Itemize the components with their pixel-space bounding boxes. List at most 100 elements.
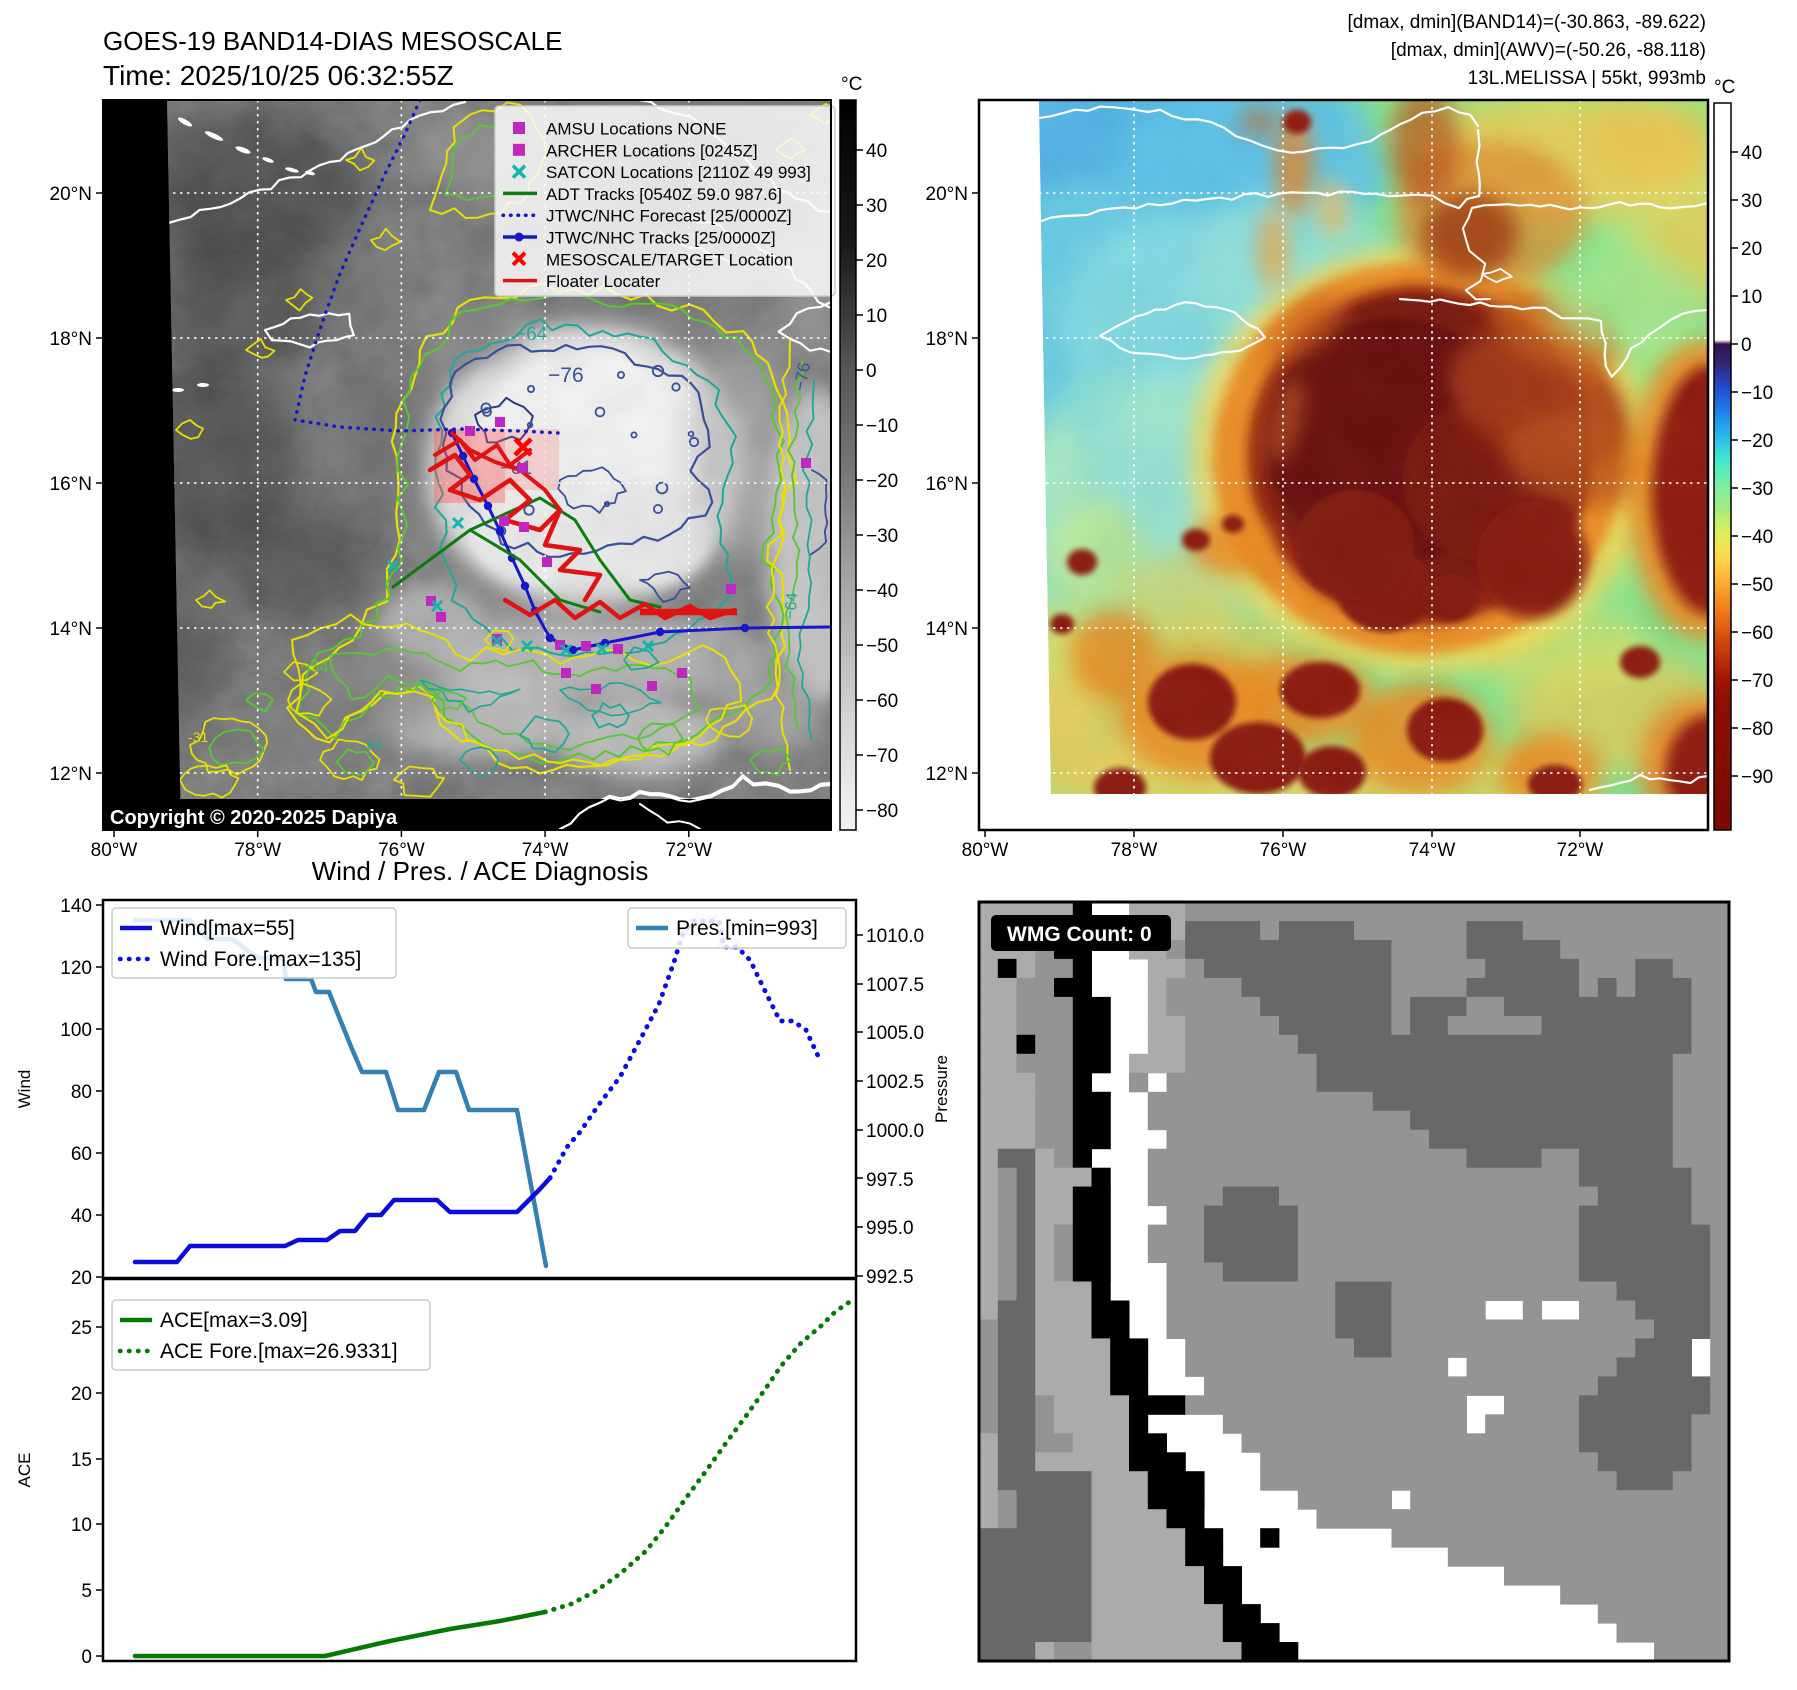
svg-text:Wind[max=55]: Wind[max=55] [160,917,295,940]
svg-text:14°N: 14°N [50,619,92,640]
svg-text:20: 20 [866,251,887,272]
svg-text:−20: −20 [866,471,898,492]
svg-text:-31: -31 [188,729,208,745]
svg-text:12°N: 12°N [50,764,92,785]
svg-text:°C: °C [1714,77,1735,98]
svg-text:13L.MELISSA | 55kt, 993mb: 13L.MELISSA | 55kt, 993mb [1468,68,1706,89]
svg-text:ACE: ACE [15,1453,34,1488]
svg-text:80: 80 [71,1082,92,1103]
svg-text:[dmax, dmin](BAND14)=(-30.863,: [dmax, dmin](BAND14)=(-30.863, -89.622) [1347,12,1706,33]
svg-text:30: 30 [866,196,887,217]
svg-text:16°N: 16°N [50,474,92,495]
svg-text:0: 0 [1741,335,1752,356]
svg-text:−80: −80 [866,801,898,822]
svg-text:−40: −40 [1741,527,1773,548]
svg-text:18°N: 18°N [50,329,92,350]
svg-text:−10: −10 [1741,383,1773,404]
svg-text:Time: 2025/10/25 06:32:55Z: Time: 2025/10/25 06:32:55Z [103,60,454,91]
svg-text:1002.5: 1002.5 [866,1072,924,1093]
svg-text:76°W: 76°W [378,840,425,861]
svg-text:18°N: 18°N [926,329,968,350]
svg-text:Wind / Pres. / ACE Diagnosis: Wind / Pres. / ACE Diagnosis [312,856,649,886]
svg-text:Wind: Wind [15,1070,34,1109]
svg-text:20°N: 20°N [50,184,92,205]
svg-text:40: 40 [866,141,887,162]
svg-text:992.5: 992.5 [866,1267,914,1288]
svg-text:Pressure: Pressure [932,1055,951,1123]
svg-text:−50: −50 [1741,575,1773,596]
svg-text:20: 20 [71,1384,92,1405]
svg-text:−54: −54 [300,657,329,676]
svg-text:−64: −64 [782,592,801,621]
svg-text:120: 120 [60,958,92,979]
svg-text:40: 40 [71,1206,92,1227]
svg-text:78°W: 78°W [1111,840,1158,861]
svg-text:20°N: 20°N [926,184,968,205]
svg-text:1007.5: 1007.5 [866,975,924,996]
svg-text:WMG Count: 0: WMG Count: 0 [1007,923,1152,946]
svg-text:1010.0: 1010.0 [866,926,924,947]
svg-text:72°W: 72°W [665,840,712,861]
svg-text:Floater Locater: Floater Locater [546,272,661,291]
svg-text:80°W: 80°W [91,840,138,861]
svg-text:−70: −70 [1741,671,1773,692]
svg-text:−30: −30 [866,526,898,547]
svg-text:−70: −70 [866,746,898,767]
svg-text:12°N: 12°N [926,764,968,785]
svg-text:80°W: 80°W [962,840,1009,861]
svg-text:40: 40 [1741,143,1762,164]
svg-text:−90: −90 [1741,767,1773,788]
svg-text:10: 10 [866,306,887,327]
svg-text:15: 15 [71,1450,92,1471]
svg-text:78°W: 78°W [234,840,281,861]
svg-text:ARCHER Locations [0245Z]: ARCHER Locations [0245Z] [546,141,758,160]
svg-text:−76: −76 [548,364,584,387]
svg-text:SATCON Locations [2110Z 49 993: SATCON Locations [2110Z 49 993] [546,163,811,182]
svg-text:GOES-19 BAND14-DIAS MESOSCALE: GOES-19 BAND14-DIAS MESOSCALE [103,26,562,56]
svg-text:−40: −40 [866,581,898,602]
svg-text:76°W: 76°W [1260,840,1307,861]
svg-text:MESOSCALE/TARGET Location: MESOSCALE/TARGET Location [546,250,793,269]
svg-text:995.0: 995.0 [866,1218,914,1239]
svg-text:10: 10 [1741,287,1762,308]
svg-text:JTWC/NHC Tracks [25/0000Z]: JTWC/NHC Tracks [25/0000Z] [546,229,776,248]
svg-text:140: 140 [60,896,92,917]
svg-text:30: 30 [1741,191,1762,212]
svg-text:Copyright © 2020-2025 Dapiya: Copyright © 2020-2025 Dapiya [110,807,398,829]
svg-text:−76: −76 [790,361,814,393]
svg-text:20: 20 [1741,239,1762,260]
svg-text:997.5: 997.5 [866,1170,914,1191]
svg-text:[dmax, dmin](AWV)=(-50.26, -88: [dmax, dmin](AWV)=(-50.26, -88.118) [1391,40,1706,61]
svg-text:25: 25 [71,1318,92,1339]
svg-text:0: 0 [866,361,877,382]
svg-text:AMSU Locations NONE: AMSU Locations NONE [546,120,726,139]
svg-text:ACE[max=3.09]: ACE[max=3.09] [160,1309,308,1332]
svg-text:-64: -64 [362,737,382,753]
svg-text:20: 20 [71,1268,92,1289]
svg-text:14°N: 14°N [926,619,968,640]
svg-text:°C: °C [841,74,862,95]
svg-text:74°W: 74°W [522,840,569,861]
svg-text:−60: −60 [866,691,898,712]
svg-text:Pres.[min=993]: Pres.[min=993] [676,917,818,940]
svg-text:74°W: 74°W [1409,840,1456,861]
svg-text:−50: −50 [866,636,898,657]
svg-text:100: 100 [60,1020,92,1041]
svg-text:Wind Fore.[max=135]: Wind Fore.[max=135] [160,948,361,971]
svg-text:0: 0 [81,1647,92,1668]
svg-text:−10: −10 [866,416,898,437]
svg-text:72°W: 72°W [1557,840,1604,861]
svg-text:−60: −60 [1741,623,1773,644]
svg-text:−80: −80 [1741,719,1773,740]
svg-text:1000.0: 1000.0 [866,1121,924,1142]
svg-text:10: 10 [71,1515,92,1536]
svg-text:−64: −64 [515,324,548,345]
svg-text:16°N: 16°N [926,474,968,495]
svg-text:ACE Fore.[max=26.9331]: ACE Fore.[max=26.9331] [160,1340,398,1363]
svg-text:60: 60 [71,1144,92,1165]
svg-text:−30: −30 [1741,479,1773,500]
svg-text:ADT Tracks [0540Z 59.0 987.6]: ADT Tracks [0540Z 59.0 987.6] [546,185,782,204]
svg-text:5: 5 [81,1581,92,1602]
svg-text:1005.0: 1005.0 [866,1023,924,1044]
svg-text:−20: −20 [1741,431,1773,452]
